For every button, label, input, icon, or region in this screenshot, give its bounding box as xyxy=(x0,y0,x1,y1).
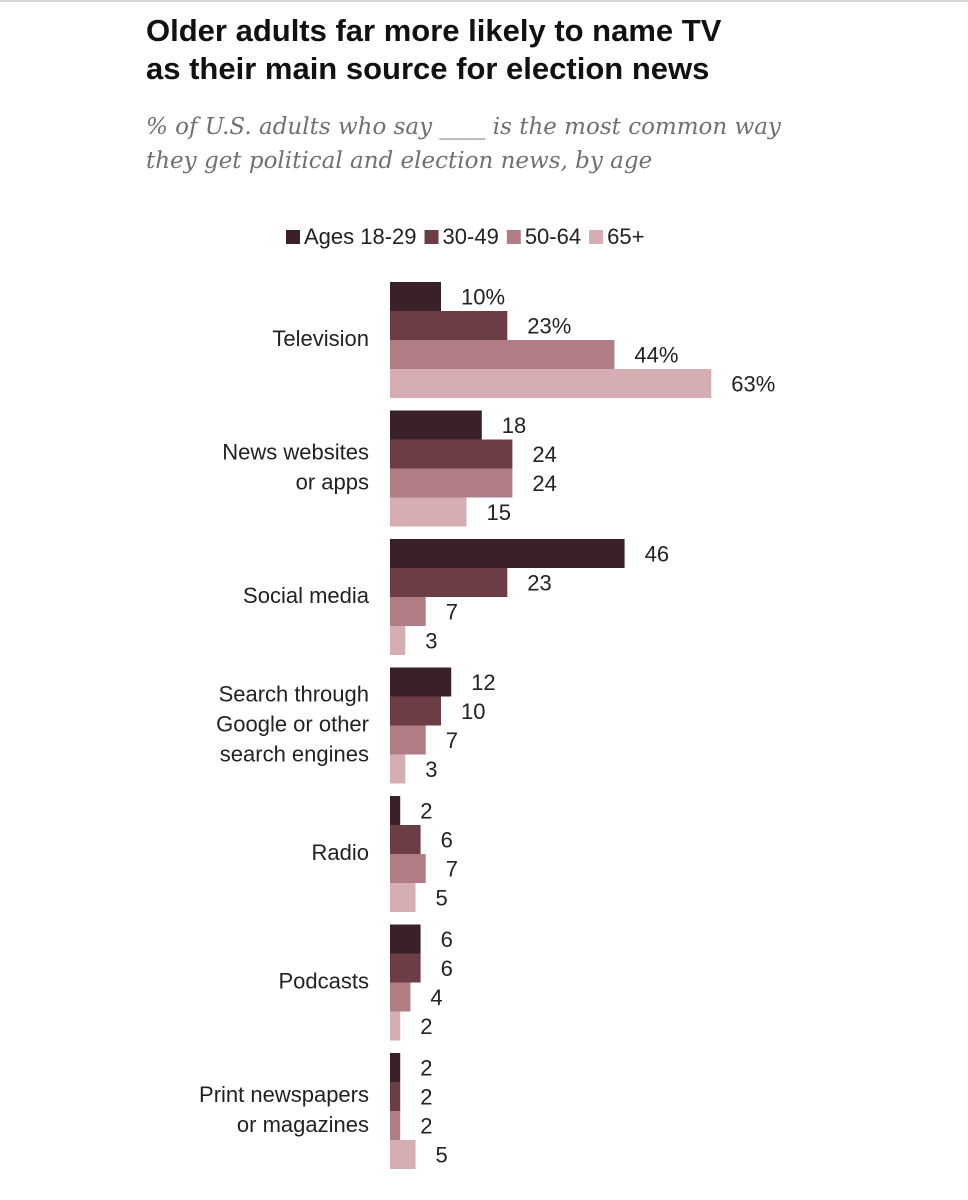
bar xyxy=(390,1053,401,1082)
bar xyxy=(390,369,712,398)
data-label: 2 xyxy=(420,1084,432,1109)
chart-title-line: as their main source for election news xyxy=(146,51,710,86)
bar xyxy=(390,982,411,1012)
bar xyxy=(390,883,416,912)
legend-swatch xyxy=(424,230,439,244)
data-label: 3 xyxy=(425,628,437,653)
bar xyxy=(390,1111,401,1140)
data-label: 7 xyxy=(446,599,458,624)
bar xyxy=(390,597,426,626)
data-label: 4 xyxy=(430,985,442,1010)
category-label: Social media xyxy=(243,583,370,608)
bar xyxy=(390,497,467,527)
legend-label: Ages 18-29 xyxy=(304,224,417,249)
bar xyxy=(390,410,482,440)
legend-label: 30-49 xyxy=(443,224,499,249)
chart-subtitle: % of U.S. adults who say ____ is the mos… xyxy=(146,110,926,178)
bar xyxy=(390,626,406,655)
chart-title-line: Older adults far more likely to name TV xyxy=(146,13,722,48)
category-label: search engines xyxy=(220,741,369,766)
category-label: or apps xyxy=(296,469,369,494)
category-label: Radio xyxy=(312,840,369,865)
data-label: 46 xyxy=(645,541,669,566)
legend-swatch xyxy=(506,230,521,244)
data-label: 3 xyxy=(425,757,437,782)
bar xyxy=(390,1082,401,1111)
legend-label: 65+ xyxy=(607,224,644,249)
bar xyxy=(390,1140,416,1169)
data-label: 2 xyxy=(420,1014,432,1039)
bar xyxy=(390,825,421,854)
data-label: 7 xyxy=(446,856,458,881)
chart-title: Older adults far more likely to name TV … xyxy=(146,12,926,88)
data-label: 5 xyxy=(436,1142,448,1167)
data-label: 6 xyxy=(441,956,453,981)
bar xyxy=(390,796,401,825)
chart-subtitle-line: % of U.S. adults who say ____ is the mos… xyxy=(146,114,781,140)
data-label: 23 xyxy=(527,570,551,595)
bar xyxy=(390,953,421,983)
data-label: 2 xyxy=(420,1113,432,1138)
data-label: 5 xyxy=(436,885,448,910)
data-label: 2 xyxy=(420,1055,432,1080)
chart-subtitle-line: they get political and election news, by… xyxy=(146,148,653,174)
category-label: News websites xyxy=(222,439,369,464)
data-label: 7 xyxy=(446,728,458,753)
category-label: Television xyxy=(272,326,369,351)
data-label: 44% xyxy=(634,342,678,367)
data-label: 10 xyxy=(461,699,485,724)
bar xyxy=(390,754,406,784)
bar xyxy=(390,468,513,498)
bar xyxy=(390,667,452,697)
category-label: or magazines xyxy=(237,1112,369,1137)
bar xyxy=(390,282,441,311)
data-label: 63% xyxy=(731,371,775,396)
category-label: Podcasts xyxy=(279,968,370,993)
data-label: 2 xyxy=(420,798,432,823)
bar xyxy=(390,924,421,954)
legend-label: 50-64 xyxy=(525,224,581,249)
bar xyxy=(390,340,615,369)
legend-swatch xyxy=(589,230,604,244)
data-label: 6 xyxy=(441,927,453,952)
data-label: 10% xyxy=(461,284,505,309)
bar xyxy=(390,854,426,883)
data-label: 24 xyxy=(532,442,556,467)
legend-swatch xyxy=(286,230,300,244)
bar xyxy=(390,568,508,597)
category-label: Google or other xyxy=(216,711,369,736)
bar xyxy=(390,439,513,469)
category-label: Print newspapers xyxy=(199,1082,369,1107)
bar xyxy=(390,696,441,726)
data-label: 24 xyxy=(532,471,556,496)
bar xyxy=(390,725,426,755)
data-label: 23% xyxy=(527,313,571,338)
data-label: 18 xyxy=(502,413,526,438)
bar xyxy=(390,1011,401,1041)
data-label: 12 xyxy=(471,670,495,695)
top-rule xyxy=(0,0,968,2)
category-label: Search through xyxy=(219,681,369,706)
bar xyxy=(390,539,625,568)
data-label: 6 xyxy=(441,827,453,852)
data-label: 15 xyxy=(487,500,511,525)
bar xyxy=(390,311,508,340)
